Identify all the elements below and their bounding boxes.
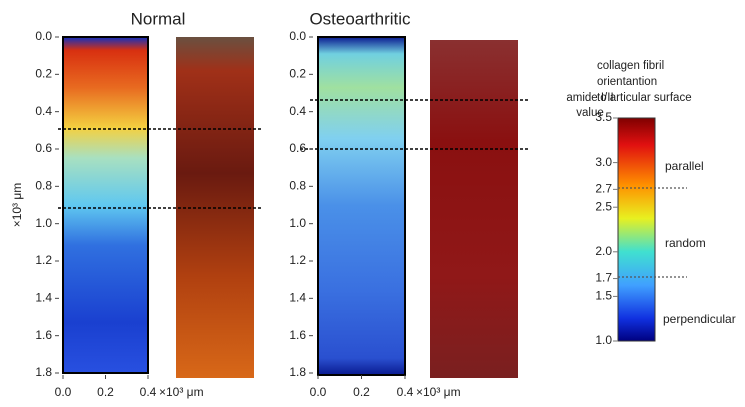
y-tick-label: 1.0 bbox=[35, 216, 52, 230]
y-tick-label: 1.6 bbox=[289, 328, 306, 342]
colorbar bbox=[617, 117, 656, 342]
y-tick-label: 1.8 bbox=[289, 365, 306, 379]
colorbar-markers bbox=[618, 187, 687, 278]
orientation-title: orientantion bbox=[597, 76, 657, 88]
y-tick-label: 1.0 bbox=[289, 216, 306, 230]
orientation-title: collagen fibril bbox=[597, 60, 664, 72]
panel-title: Osteoarthritic bbox=[309, 9, 411, 28]
y-tick-label: 0.4 bbox=[289, 104, 306, 118]
y-axis-label: ×10³ μm bbox=[10, 183, 24, 228]
x-tick-label: 0.2 bbox=[97, 385, 114, 399]
y-tick-label: 0.0 bbox=[289, 29, 306, 43]
colorbar-tick-label: 2.7 bbox=[595, 182, 612, 196]
y-tick-label: 1.6 bbox=[35, 328, 52, 342]
y-tick-label: 0.0 bbox=[35, 29, 52, 43]
y-tick-label: 0.4 bbox=[35, 104, 52, 118]
colorbar-title: amide I/II bbox=[566, 92, 613, 104]
y-tick-label: 0.8 bbox=[289, 179, 306, 193]
orientation-label: random bbox=[665, 236, 706, 250]
y-tick-label: 1.8 bbox=[35, 365, 52, 379]
ftir-map-oa bbox=[317, 36, 406, 376]
ftir-map-normal bbox=[62, 36, 149, 374]
y-tick-label: 1.2 bbox=[289, 253, 306, 267]
x-unit: ×10³ μm bbox=[416, 385, 461, 399]
y-tick-label: 1.4 bbox=[35, 291, 52, 305]
y-tick-label: 0.2 bbox=[35, 67, 52, 81]
orientation-label: parallel bbox=[665, 159, 704, 173]
y-tick-label: 1.4 bbox=[289, 291, 306, 305]
zone-lines bbox=[58, 99, 530, 209]
y-tick-label: 0.6 bbox=[289, 141, 306, 155]
y-tick-label: 0.2 bbox=[289, 67, 306, 81]
y-tick-label: 0.6 bbox=[35, 141, 52, 155]
colorbar-title: value bbox=[576, 107, 604, 119]
y-tick-label: 1.2 bbox=[35, 253, 52, 267]
colorbar-tick-label: 1.5 bbox=[595, 289, 612, 303]
x-tick-label: 0.0 bbox=[55, 385, 72, 399]
panel-title: Normal bbox=[131, 9, 186, 28]
orientation-title: to articular surface bbox=[597, 92, 692, 104]
x-tick-label: 0.4 bbox=[397, 385, 414, 399]
y-tick-label: 0.8 bbox=[35, 179, 52, 193]
colorbar-tick-label: 1.7 bbox=[595, 271, 612, 285]
x-tick-label: 0.4 bbox=[140, 385, 157, 399]
x-unit: ×10³ μm bbox=[159, 385, 204, 399]
colorbar-tick-label: 3.0 bbox=[595, 155, 612, 169]
colorbar-tick-label: 1.0 bbox=[595, 333, 612, 347]
histology-oa bbox=[430, 40, 518, 378]
x-tick-label: 0.2 bbox=[353, 385, 370, 399]
x-tick-label: 0.0 bbox=[310, 385, 327, 399]
colorbar-tick-label: 3.5 bbox=[595, 110, 612, 124]
orientation-label: perpendicular bbox=[663, 312, 736, 326]
colorbar-tick-label: 2.0 bbox=[595, 244, 612, 258]
colorbar-tick-label: 2.5 bbox=[595, 199, 612, 213]
